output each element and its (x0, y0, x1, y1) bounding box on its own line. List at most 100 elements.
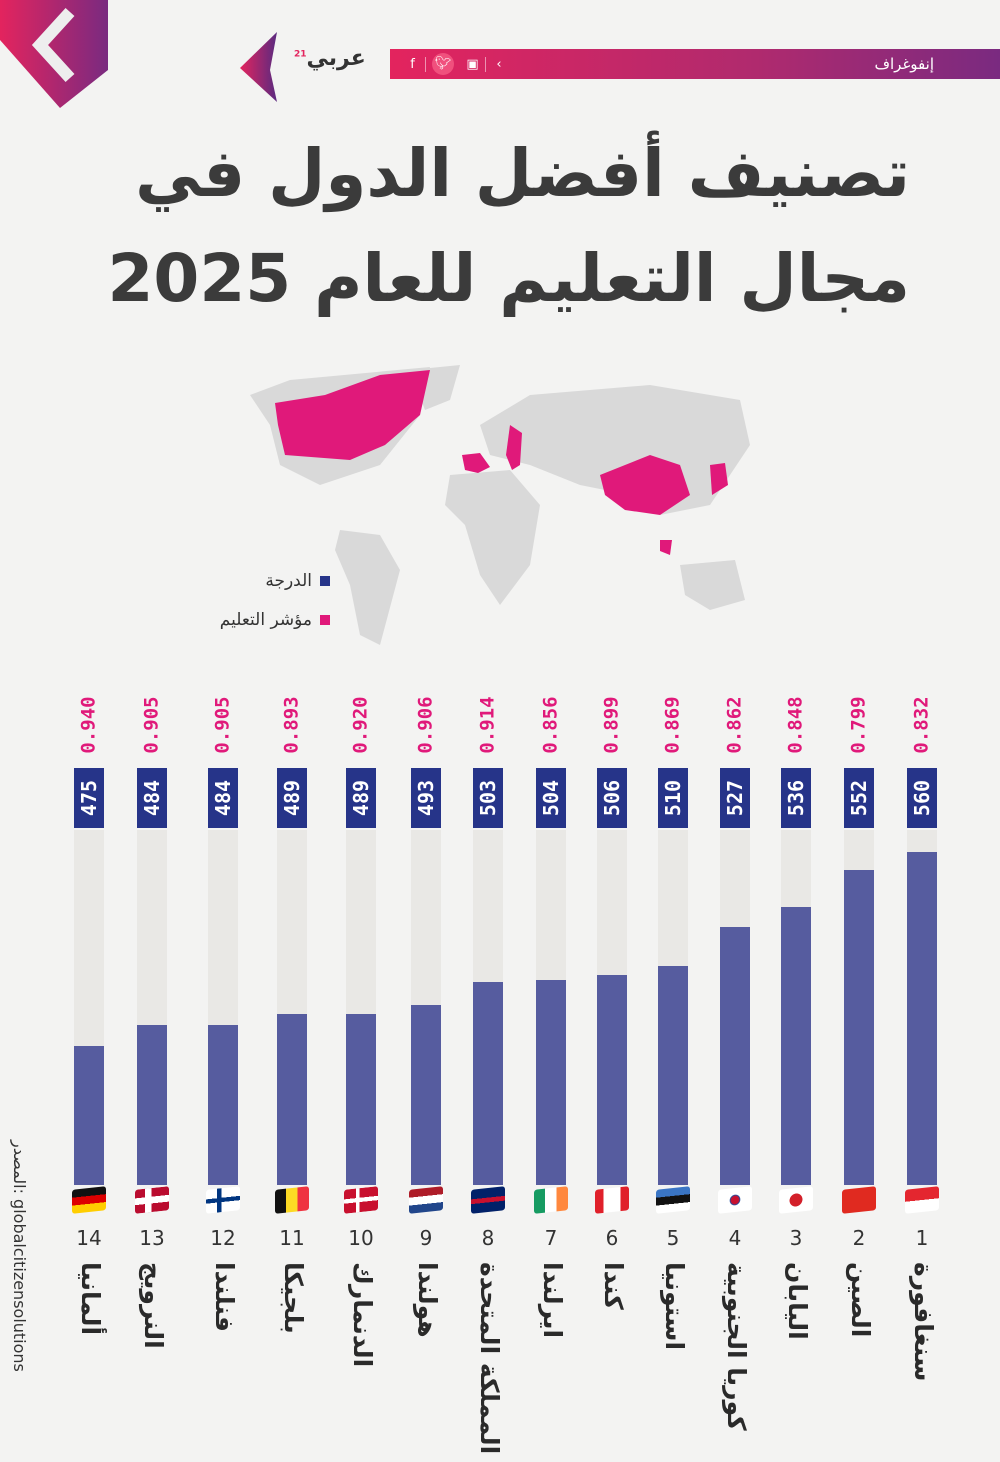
score-bar (844, 870, 874, 1185)
legend-score: الدرجة (265, 571, 330, 591)
section-label: إنفوغراف (874, 55, 934, 73)
map-western-europe (462, 453, 490, 473)
score-label: 506 (597, 768, 627, 828)
score-label: 489 (277, 768, 307, 828)
country-name: الدنمارك (348, 1262, 377, 1368)
index-label: 0.905 (212, 696, 235, 754)
flag-norway-icon (135, 1186, 169, 1214)
index-label: 0.940 (78, 696, 101, 754)
index-label: 0.899 (601, 696, 624, 754)
youtube-icon[interactable]: ▣ (460, 56, 486, 72)
score-label: 475 (74, 768, 104, 828)
legend-score-swatch (320, 576, 330, 586)
score-bar (658, 966, 688, 1185)
arabi21-corner-logo (0, 0, 108, 108)
index-label: 0.905 (141, 696, 164, 754)
score-bar (346, 1014, 376, 1185)
brand-name: عربي (306, 46, 366, 71)
score-bar (597, 975, 627, 1185)
country-name: فنلندا (210, 1262, 239, 1332)
title-line-1: تصنيف أفضل الدول في (135, 135, 910, 212)
index-label: 0.862 (724, 696, 747, 754)
rank-label: 3 (789, 1226, 803, 1250)
brand-logo: عربي21 (232, 30, 372, 105)
score-label: 493 (411, 768, 441, 828)
arabi21-icon[interactable]: ‹ (496, 56, 502, 72)
flag-japan-icon (779, 1186, 813, 1214)
index-label: 0.848 (785, 696, 808, 754)
map-china (600, 455, 690, 515)
score-label: 527 (720, 768, 750, 828)
rank-label: 11 (279, 1226, 305, 1250)
score-label: 484 (137, 768, 167, 828)
country-name: الصين (846, 1262, 875, 1338)
flag-canada-icon (595, 1186, 629, 1214)
map-canada (275, 370, 430, 460)
flag-uk-icon (471, 1186, 505, 1214)
index-label: 0.832 (911, 696, 934, 754)
legend-index-swatch (320, 615, 330, 625)
country-name: ايرلندا (538, 1262, 567, 1339)
country-name: سنغافورة (909, 1262, 938, 1382)
index-label: 0.799 (848, 696, 871, 754)
score-bar (208, 1025, 238, 1185)
country-name: هولندا (413, 1262, 442, 1338)
flag-belgium-icon (275, 1186, 309, 1214)
source-note: المصدر: globalcitizensolutions (10, 1140, 29, 1372)
index-label: 0.893 (281, 696, 304, 754)
rank-label: 2 (852, 1226, 866, 1250)
rank-label: 5 (666, 1226, 680, 1250)
legend-index: مؤشر التعليم (220, 610, 330, 630)
country-name: النرويج (139, 1262, 168, 1349)
country-name: كوريا الجنوبية (722, 1262, 751, 1431)
brand-sup: 21 (294, 49, 307, 60)
score-label: 560 (907, 768, 937, 828)
flag-ireland-icon (534, 1186, 568, 1214)
country-name: ألمانيا (76, 1262, 105, 1336)
score-bar (781, 906, 811, 1185)
rank-label: 8 (481, 1226, 495, 1250)
score-bar (907, 852, 937, 1185)
twitter-icon[interactable]: 🐦︎ (432, 53, 454, 75)
map-norway-finland (506, 425, 522, 470)
score-label: 484 (208, 768, 238, 828)
rank-label: 9 (419, 1226, 433, 1250)
score-bar (720, 927, 750, 1185)
arabi21-logo-icon (240, 32, 277, 102)
rank-label: 13 (139, 1226, 165, 1250)
rank-label: 10 (348, 1226, 374, 1250)
flag-finland-icon (206, 1186, 240, 1214)
header-bar: f 🐦︎ ▣ ‹ إنفوغراف (390, 49, 1000, 79)
score-label: 510 (658, 768, 688, 828)
index-label: 0.906 (415, 696, 438, 754)
score-bar (536, 979, 566, 1185)
legend-score-label: الدرجة (265, 571, 312, 591)
country-name: اليابان (783, 1262, 812, 1340)
flag-china-icon (842, 1186, 876, 1214)
country-name: المملكة المتحدة (475, 1262, 504, 1455)
score-label: 504 (536, 768, 566, 828)
index-label: 0.920 (350, 696, 373, 754)
map-japan (710, 463, 728, 495)
index-label: 0.856 (540, 696, 563, 754)
rank-label: 1 (915, 1226, 929, 1250)
score-bar (137, 1025, 167, 1185)
country-name: كندا (599, 1262, 628, 1310)
score-label: 489 (346, 768, 376, 828)
flag-estonia-icon (656, 1186, 690, 1214)
score-label: 552 (844, 768, 874, 828)
index-label: 0.869 (662, 696, 685, 754)
map-singapore (660, 540, 672, 555)
country-name: بلجيكا (279, 1262, 308, 1334)
rank-label: 7 (544, 1226, 558, 1250)
flag-singapore-icon (905, 1186, 939, 1214)
rank-label: 12 (210, 1226, 236, 1250)
legend-index-label: مؤشر التعليم (219, 610, 312, 630)
score-bar (277, 1014, 307, 1185)
score-bar (411, 1004, 441, 1185)
score-bar (473, 982, 503, 1185)
facebook-icon[interactable]: f (400, 56, 426, 72)
country-name: استونيا (660, 1262, 689, 1351)
score-label: 536 (781, 768, 811, 828)
score-bar (74, 1045, 104, 1185)
